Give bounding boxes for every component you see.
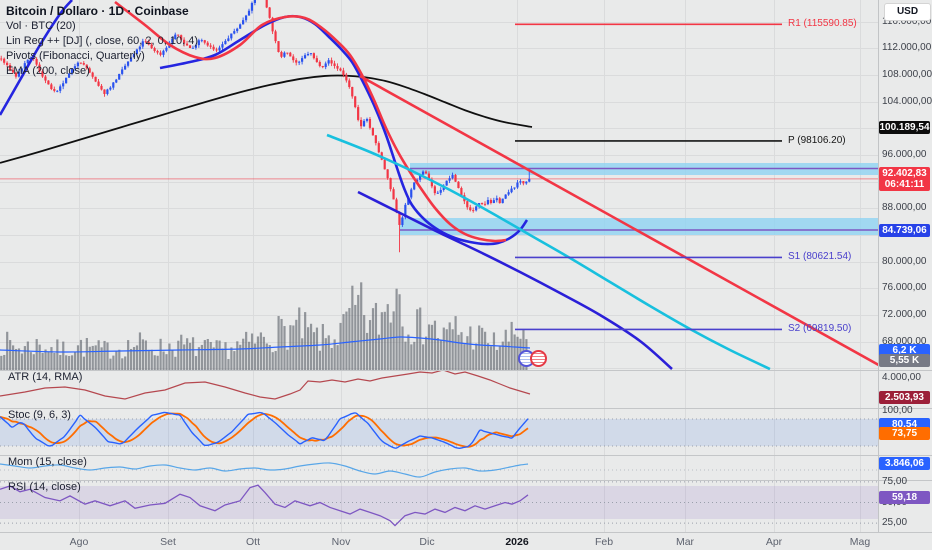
axis-badge-last-price: 92.402,83 06:41:11 — [879, 167, 930, 191]
axis-badge-stoch-d-value: 73,75 — [879, 426, 930, 440]
indicator-axis-tick: 4.000,00 — [882, 372, 921, 383]
pivot-label: S1 (80621.54) — [788, 251, 852, 263]
rsi-pane-label[interactable]: RSI (14, close) — [8, 481, 81, 493]
price-axis-tick: 72.000,00 — [882, 308, 927, 320]
legend-item-volume[interactable]: Vol · BTC (20) — [6, 20, 76, 32]
time-axis-label: Dic — [419, 536, 435, 548]
axis-badge-mom-value: 3.846,06 — [879, 456, 930, 470]
symbol-title[interactable]: Bitcoin / Dollaro · 1D · Coinbase — [6, 4, 189, 18]
mom-pane-label[interactable]: Mom (15, close) — [8, 456, 87, 468]
price-pane — [0, 0, 878, 371]
axis-badge-rsi-value: 59,18 — [879, 490, 930, 504]
rsi-pane — [0, 481, 878, 527]
mom-pane — [0, 462, 878, 478]
time-axis-label: Feb — [594, 536, 614, 548]
legend-item-pivots[interactable]: Pivots (Fibonacci, Quarterly) — [6, 50, 145, 62]
volume-bars — [0, 282, 528, 370]
atr-pane — [0, 371, 531, 400]
indicator-axis-tick: 100,00 — [882, 405, 913, 416]
currency-toggle-button[interactable]: USD — [884, 3, 931, 21]
legend-item-linreg[interactable]: Lin Reg ++ [DJ] (, close, 60, 2, 0, 10, … — [6, 35, 198, 47]
axis-badge-level-value: 84.739,06 — [879, 223, 930, 237]
price-axis-tick: 96.000,00 — [882, 148, 927, 160]
navy-trendline — [357, 190, 673, 370]
time-axis-label: Apr — [765, 536, 783, 548]
indicator-axis-tick: 75,00 — [882, 476, 908, 487]
price-axis-tick: 108.000,00 — [882, 68, 932, 80]
stoch-pane-label[interactable]: Stoc (9, 6, 3) — [8, 409, 71, 421]
price-axis-tick: 88.000,00 — [882, 202, 927, 214]
time-axis-label: Ott — [245, 536, 261, 548]
indicator-axis-tick: 25,00 — [882, 517, 908, 528]
axis-badge-ema-value: 100.189,54 — [879, 120, 930, 134]
axis-badge-atr-value: 2.503,93 — [879, 390, 930, 404]
grid — [0, 0, 878, 532]
ema-200-line — [0, 74, 533, 164]
time-axis-label: Mar — [675, 536, 695, 548]
axis-badge-volume-ma-value: 6,2 K — [879, 343, 930, 357]
time-axis-label: 2026 — [505, 536, 529, 548]
price-axis-tick: 80.000,00 — [882, 255, 927, 267]
usd-flag-icon — [530, 350, 547, 367]
legend-item-ema[interactable]: EMA (200, close) — [6, 65, 90, 77]
linreg-red-curve — [114, 0, 507, 243]
time-axis-label: Mag — [849, 536, 871, 548]
price-axis-tick: 116.000,00 — [882, 15, 932, 27]
price-axis-tick: 112.000,00 — [882, 42, 932, 54]
price-axis-tick: 104.000,00 — [882, 95, 932, 107]
atr-pane-label[interactable]: ATR (14, RMA) — [8, 371, 83, 383]
cyan-trendline — [326, 133, 771, 371]
pivot-label: P (98106.20) — [788, 134, 846, 146]
linreg-blue-curve — [0, 0, 73, 116]
time-axis-label: Set — [160, 536, 176, 548]
pivot-label: S2 (69819.50) — [788, 323, 852, 335]
time-axis-label: Nov — [331, 536, 351, 548]
axis-badge-volume-value: 5,55 K — [879, 353, 930, 367]
time-axis-label: Ago — [69, 536, 89, 548]
price-axis-tick: 68.000,00 — [882, 335, 927, 347]
chart-legend: Bitcoin / Dollaro · 1D · Coinbase Vol · … — [6, 4, 198, 78]
price-axis-tick: 76.000,00 — [882, 282, 927, 294]
red-trendline — [359, 74, 878, 367]
pivot-label: R1 (115590.85) — [788, 18, 857, 30]
stoch-pane — [0, 411, 878, 449]
